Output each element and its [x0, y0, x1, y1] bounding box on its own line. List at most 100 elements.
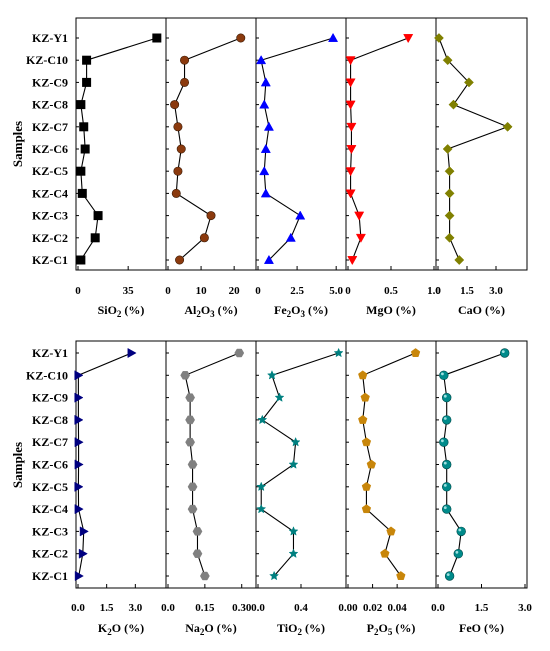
x-axis-label: SiO2 (%) [98, 303, 145, 319]
data-point [444, 188, 455, 199]
data-point [176, 144, 186, 154]
data-point [442, 144, 453, 154]
sample-label: KZ-C5 [32, 164, 68, 178]
x-tick-label: 0.0 [71, 602, 85, 614]
panel-frame [165, 17, 257, 271]
label-subscript: 2 [107, 627, 112, 637]
data-point [74, 570, 84, 582]
data-point [74, 437, 84, 448]
data-point [361, 481, 372, 491]
sample-label: KZ-C4 [32, 186, 68, 200]
data-point [93, 211, 103, 221]
point-highlight [455, 550, 459, 554]
data-point [175, 255, 185, 265]
label-subscript: 2 [374, 627, 379, 637]
sample-label: KZ-C10 [26, 53, 68, 67]
data-point [454, 255, 465, 265]
data-point [269, 570, 280, 581]
data-point [361, 437, 372, 447]
sample-label: KZ-C2 [32, 547, 68, 561]
label-subscript: 5 [388, 627, 393, 637]
x-tick-label: 0.00 [338, 602, 358, 614]
data-point [463, 77, 474, 88]
label-text: O [379, 621, 388, 635]
data-point [442, 392, 452, 403]
x-axis-label: Fe2O3 (%) [274, 303, 328, 319]
x-axis-label: CaO (%) [458, 303, 505, 317]
x-tick-label: 0 [345, 285, 351, 297]
sample-label: KZ-C1 [32, 253, 68, 267]
label-text: O [201, 303, 210, 317]
data-point [180, 55, 190, 65]
data-point [448, 99, 459, 110]
data-point [354, 211, 365, 221]
label-text: CaO [458, 303, 482, 317]
label-text: P [367, 621, 374, 635]
data-point [347, 256, 358, 266]
data-point [187, 460, 198, 469]
series-line [350, 37, 409, 261]
x-tick-label: 0.30 [232, 602, 252, 614]
data-point [260, 143, 271, 153]
y-axis-title: Samples [10, 442, 25, 488]
sample-label: KZ-C8 [32, 98, 68, 112]
panel-frame [165, 340, 257, 589]
x-tick-label: 0 [75, 285, 81, 297]
data-point [74, 392, 84, 403]
x-tick-label: 3.0 [518, 602, 532, 614]
label-text: (%) [482, 303, 505, 317]
data-point [263, 254, 274, 264]
label-text: TiO [277, 621, 297, 635]
sample-label: KZ-C9 [32, 391, 68, 405]
series-line [260, 37, 334, 261]
data-point [187, 504, 198, 514]
data-point [74, 481, 84, 492]
data-point [288, 548, 299, 558]
x-tick-label: 10 [196, 285, 208, 297]
data-point [346, 145, 357, 155]
data-point [358, 370, 368, 380]
data-point [76, 166, 86, 176]
data-point [285, 232, 296, 242]
panel-1: 0 10 20 Al2O3 (%) [165, 17, 257, 319]
label-text: O [204, 621, 213, 635]
data-point [76, 255, 86, 265]
data-point [403, 34, 414, 44]
data-point [442, 482, 452, 492]
data-point [185, 393, 196, 402]
panel-8: 0.00 0.02 0.04 P2O5 (%) [338, 340, 437, 637]
sample-label: KZ-C1 [32, 569, 68, 583]
data-point [206, 211, 216, 221]
panel-9: 0.0 1.5 3.0 FeO (%) [431, 340, 532, 635]
data-point [345, 100, 356, 110]
x-axis-label: P2O5 (%) [367, 621, 416, 637]
label-text: (%) [121, 621, 144, 635]
data-point [192, 549, 203, 558]
series-line [80, 37, 157, 261]
data-point [274, 392, 285, 402]
panel-frame [345, 17, 437, 271]
label-subscript: 2 [117, 309, 122, 319]
data-point [333, 347, 344, 358]
data-point [74, 414, 84, 425]
panel-frame [75, 340, 167, 589]
data-point [442, 415, 452, 425]
label-text: MgO [366, 303, 393, 317]
data-point [259, 166, 270, 176]
label-text: SiO [98, 303, 117, 317]
x-tick-label: 35 [123, 285, 135, 297]
data-point [295, 210, 306, 220]
data-point [290, 436, 301, 447]
x-axis-label: K2O (%) [98, 621, 144, 637]
data-point [355, 233, 366, 243]
data-point [256, 503, 267, 514]
label-text: (%) [214, 621, 237, 635]
sample-label: KZ-C2 [32, 231, 68, 245]
panel-7: 0.0 0.4 TiO2 (%) [251, 340, 347, 637]
panel-4: 0 1.5 3.0 CaO (%) [434, 17, 528, 317]
label-subscript: 2 [196, 309, 201, 319]
data-point [360, 392, 370, 402]
x-tick-label: 1.5 [100, 602, 114, 614]
